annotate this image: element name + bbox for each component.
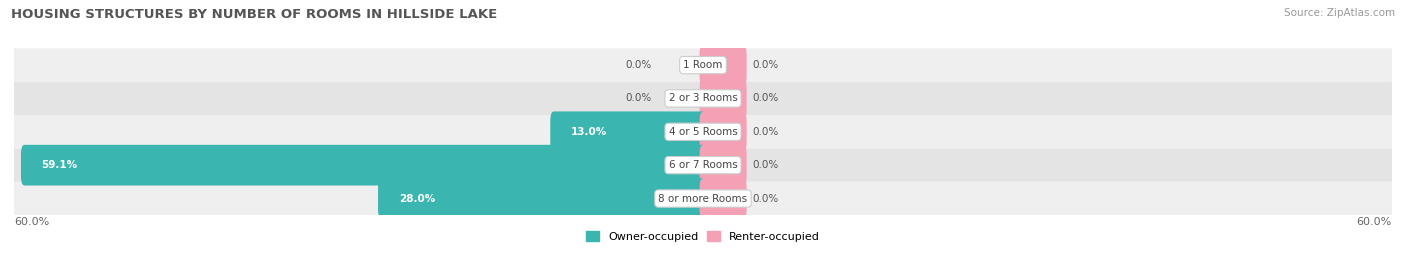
FancyBboxPatch shape — [21, 145, 706, 186]
Text: 60.0%: 60.0% — [14, 217, 49, 227]
Text: 60.0%: 60.0% — [1357, 217, 1392, 227]
Text: 0.0%: 0.0% — [626, 93, 651, 104]
Text: 28.0%: 28.0% — [399, 193, 434, 204]
Text: 1 Room: 1 Room — [683, 60, 723, 70]
Text: 0.0%: 0.0% — [752, 127, 779, 137]
Text: 6 or 7 Rooms: 6 or 7 Rooms — [669, 160, 737, 170]
Text: Source: ZipAtlas.com: Source: ZipAtlas.com — [1284, 8, 1395, 18]
FancyBboxPatch shape — [550, 111, 706, 152]
FancyBboxPatch shape — [700, 178, 747, 219]
FancyBboxPatch shape — [14, 148, 1392, 182]
FancyBboxPatch shape — [700, 78, 747, 119]
FancyBboxPatch shape — [14, 48, 1392, 82]
Text: HOUSING STRUCTURES BY NUMBER OF ROOMS IN HILLSIDE LAKE: HOUSING STRUCTURES BY NUMBER OF ROOMS IN… — [11, 8, 498, 21]
FancyBboxPatch shape — [14, 82, 1392, 115]
Text: 0.0%: 0.0% — [752, 60, 779, 70]
Text: 59.1%: 59.1% — [42, 160, 77, 170]
Text: 0.0%: 0.0% — [626, 60, 651, 70]
Text: 0.0%: 0.0% — [752, 193, 779, 204]
Text: 2 or 3 Rooms: 2 or 3 Rooms — [669, 93, 737, 104]
FancyBboxPatch shape — [700, 145, 747, 186]
Text: 8 or more Rooms: 8 or more Rooms — [658, 193, 748, 204]
FancyBboxPatch shape — [378, 178, 706, 219]
FancyBboxPatch shape — [14, 182, 1392, 215]
Text: 0.0%: 0.0% — [752, 93, 779, 104]
FancyBboxPatch shape — [14, 115, 1392, 148]
Text: 13.0%: 13.0% — [571, 127, 607, 137]
FancyBboxPatch shape — [700, 45, 747, 86]
Text: 4 or 5 Rooms: 4 or 5 Rooms — [669, 127, 737, 137]
Legend: Owner-occupied, Renter-occupied: Owner-occupied, Renter-occupied — [581, 227, 825, 246]
FancyBboxPatch shape — [700, 111, 747, 152]
Text: 0.0%: 0.0% — [752, 160, 779, 170]
